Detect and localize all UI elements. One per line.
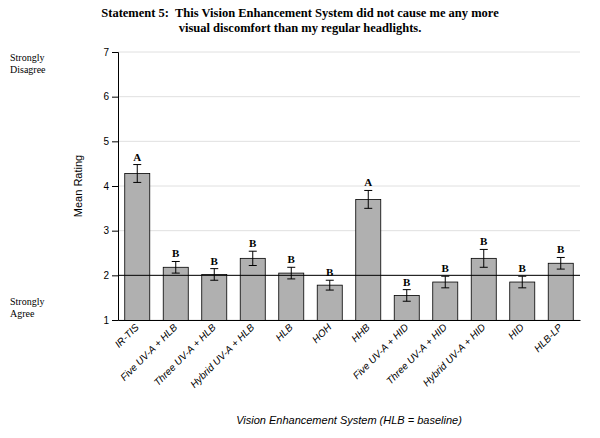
title: Statement 5: This Vision Enhancement Sys… <box>101 6 499 35</box>
tick-label: HHB <box>349 321 372 344</box>
tick-mark <box>112 231 118 232</box>
tick-label: 1 <box>103 315 109 326</box>
grid-line <box>118 186 580 187</box>
tick: 7 <box>103 47 118 58</box>
letter-label: B <box>519 262 527 274</box>
error-bar <box>249 251 257 265</box>
error-bar <box>210 269 218 281</box>
bar <box>202 274 227 320</box>
tick-label: HOH <box>310 321 334 345</box>
letter-label: B <box>172 247 180 259</box>
tick-label: 3 <box>103 225 109 236</box>
tick-label: 7 <box>103 47 109 58</box>
letter-label: B <box>326 266 334 278</box>
plot-area <box>118 165 580 320</box>
bar <box>125 173 150 320</box>
bar <box>356 199 381 320</box>
error-bar <box>480 249 488 267</box>
letter-label: A <box>133 151 141 163</box>
error-bar <box>172 261 180 273</box>
tick-label: 2 <box>103 270 109 281</box>
annotation: StronglyDisagree <box>10 52 46 75</box>
tick: Three UV-A + HLB <box>152 321 219 388</box>
tick-mark <box>112 52 118 53</box>
tick-label: HID <box>506 322 526 342</box>
letter-label: B <box>403 276 411 288</box>
error-bar <box>133 165 141 183</box>
tick-label: HLB-LP <box>532 321 565 354</box>
letter-label: B <box>211 255 219 267</box>
annotation: StronglyAgree <box>10 296 44 319</box>
tick: IR-TIS <box>113 321 141 349</box>
tick-label: Three UV-A + HLB <box>152 321 219 388</box>
tick: HLB-LP <box>532 321 565 354</box>
error-bar <box>326 280 334 290</box>
tick: 4 <box>103 181 118 192</box>
tick-mark <box>112 320 118 321</box>
tick: Hybrid UV-A + HLB <box>188 321 257 390</box>
tick-label: IR-TIS <box>113 321 141 349</box>
axis-line <box>119 320 581 321</box>
letter-label: B <box>480 235 488 247</box>
x-axis: IR-TISFive UV-A + HLBThree UV-A + HLBHyb… <box>113 321 581 390</box>
letter-label: A <box>364 176 372 188</box>
tick: 2 <box>103 270 118 281</box>
tick-label: Hybrid UV-A + HLB <box>188 321 257 390</box>
letter-label: B <box>288 253 296 265</box>
tick: 6 <box>103 91 118 102</box>
tick-mark <box>112 141 118 142</box>
grid-line <box>118 230 580 231</box>
tick-label: HLB <box>273 321 295 343</box>
x-axis-title: Vision Enhancement System (HLB = baselin… <box>236 414 462 426</box>
tick-label: 5 <box>103 136 109 147</box>
tick: HLB <box>273 321 295 343</box>
grid-line <box>118 96 580 97</box>
error-bar <box>518 276 526 288</box>
y-axis: 1 2 3 4 5 6 7 <box>103 47 118 326</box>
reference-line <box>118 275 580 276</box>
grid-line <box>118 141 580 142</box>
tick: 5 <box>103 136 118 147</box>
bar <box>279 273 304 320</box>
y-axis-title: Mean Rating <box>72 155 84 217</box>
bar <box>548 263 573 320</box>
bar <box>240 258 265 320</box>
tick: HOH <box>310 321 334 345</box>
letter-label: B <box>249 237 257 249</box>
letter-label: B <box>442 262 450 274</box>
letter-label: B <box>557 243 565 255</box>
error-bar <box>403 290 411 302</box>
tick: 3 <box>103 225 118 236</box>
error-bar <box>364 190 372 208</box>
letters: A B B B B B A B B B B B <box>133 151 565 288</box>
tick: 1 <box>103 315 118 326</box>
tick: HHB <box>349 321 372 344</box>
error-bar <box>557 257 565 269</box>
error-bar <box>441 276 449 288</box>
tick-label: 4 <box>103 181 109 192</box>
tick: HID <box>506 322 526 342</box>
tick-mark <box>112 186 118 187</box>
tick-label: Hybrid UV-A + HID <box>421 322 488 389</box>
axis-line <box>112 53 119 321</box>
grid-line <box>118 275 580 276</box>
grid-line <box>118 52 580 53</box>
tick: Hybrid UV-A + HID <box>421 322 488 389</box>
tick-mark <box>112 97 118 98</box>
tick-mark <box>112 275 118 276</box>
chart: ABBBBBABBBBB1234567IR-TISFive UV-A + HLB… <box>0 0 600 438</box>
error-bar <box>287 267 295 279</box>
tick-label: 6 <box>103 91 109 102</box>
